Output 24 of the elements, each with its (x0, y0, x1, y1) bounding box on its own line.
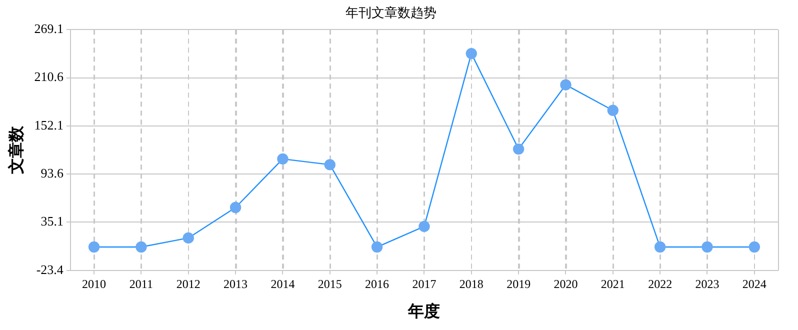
x-tick-label: 2021 (600, 276, 625, 291)
x-tick-label: 2023 (695, 276, 720, 291)
y-tick-label: 93.6 (40, 166, 64, 180)
x-tick-label: 2022 (648, 276, 672, 291)
x-tick-label: 2019 (506, 276, 531, 291)
x-tick-label: 2015 (318, 276, 342, 291)
x-tick-label: 2013 (224, 276, 248, 291)
chart-title: 年刊文章数趋势 (346, 5, 436, 20)
y-tick-label: -23.4 (36, 262, 64, 277)
x-tick-label: 2024 (742, 276, 766, 291)
x-tick-label: 2018 (459, 276, 484, 291)
y-tick-label: 210.6 (34, 69, 64, 84)
x-tick-label: 2011 (129, 276, 153, 291)
x-tick-label: 2010 (82, 276, 106, 291)
y-tick-label: 269.1 (34, 21, 64, 36)
x-tick-label: 2016 (365, 276, 390, 291)
y-tick-label: 152.1 (34, 117, 64, 132)
x-tick-label: 2020 (554, 276, 578, 291)
x-axis-title: 年度 (407, 302, 440, 321)
x-tick-label: 2012 (176, 276, 200, 291)
x-tick-label: 2014 (270, 276, 295, 291)
y-axis-title: 文章数 (8, 125, 26, 175)
y-tick-label: 35.1 (40, 214, 64, 229)
x-tick-label: 2017 (412, 276, 436, 291)
